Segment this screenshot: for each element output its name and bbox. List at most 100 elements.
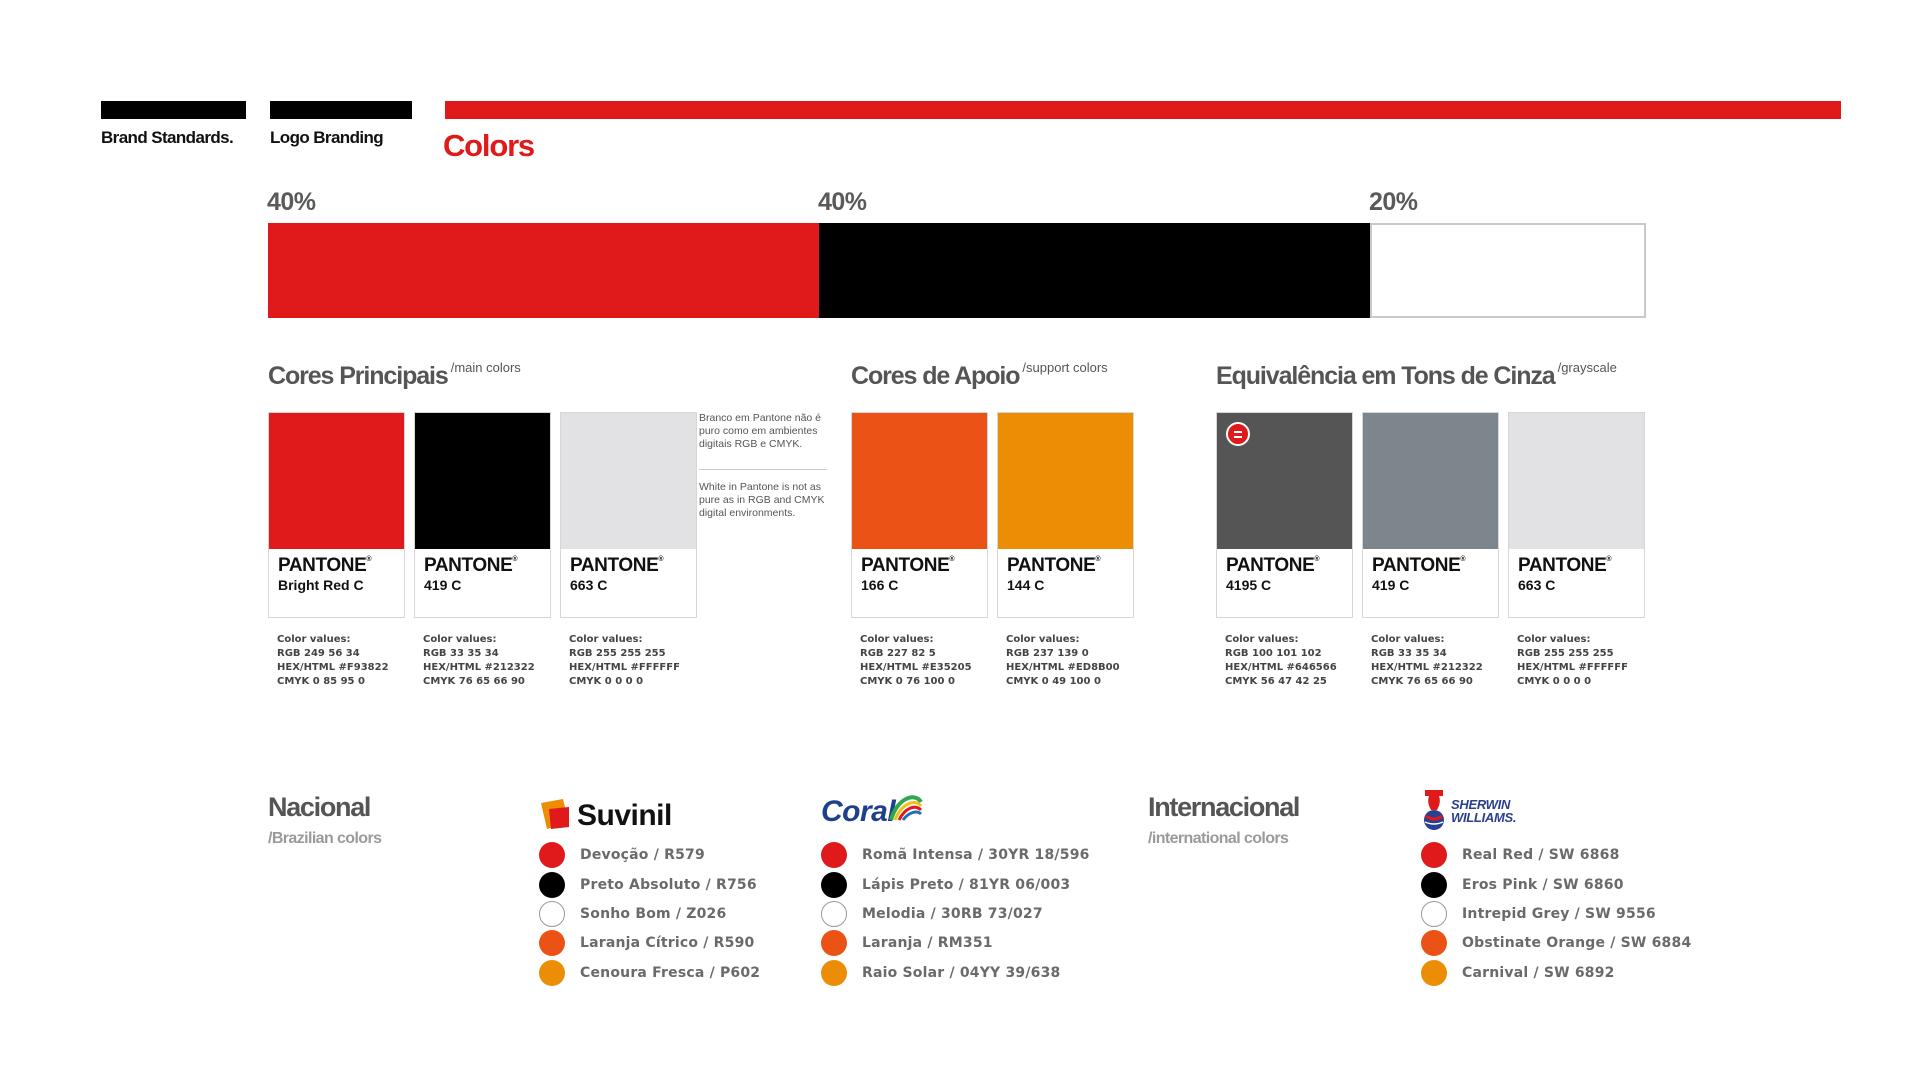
color-dot [1421, 960, 1447, 986]
list-item: Real Red / SW 6868 [1421, 842, 1620, 868]
pantone-code: 144 C [1007, 577, 1045, 593]
pantone-label: PANTONE® [1372, 555, 1466, 576]
color-values-mid-grey: Color values: RGB 33 35 34 HEX/HTML #21232… [1371, 634, 1483, 687]
list-item: Eros Pink / SW 6860 [1421, 872, 1624, 898]
color-values-black: Color values: RGB 33 35 34 HEX/HTML #21232… [423, 634, 535, 687]
region-subtitle-international: /international colors [1148, 830, 1289, 847]
pantone-label: PANTONE® [424, 555, 518, 576]
swatch-card-mid-grey: PANTONE® 419 C [1362, 412, 1499, 618]
coral-logo: Coral [821, 790, 923, 832]
section-title: Equivalência em Tons de Cinza [1216, 362, 1556, 390]
nav-bar-brand-standards [101, 101, 246, 119]
pantone-label: PANTONE® [861, 555, 955, 576]
color-values-bright-red: Color values: RGB 249 56 34 HEX/HTML #F938… [277, 634, 389, 687]
color-dot [539, 901, 565, 927]
region-heading-international: Internacional [1148, 792, 1300, 822]
color-dot [539, 842, 565, 868]
list-item: Preto Absoluto / R756 [539, 872, 757, 898]
swatch-card-bright-red: PANTONE® Bright Red C [268, 412, 405, 618]
suvinil-mark-icon [541, 799, 569, 829]
proportion-label-black: 40% [818, 188, 867, 216]
swatch-card-yellow-orange: PANTONE® 144 C [997, 412, 1134, 618]
sherwin-williams-wordmark: SHERWIN WILLIAMS. [1451, 797, 1517, 825]
color-dot [821, 930, 847, 956]
section-heading-grayscale: Equivalência em Tons de Cinza/grayscale [1216, 360, 1617, 391]
section-heading-support-colors: Cores de Apoio/support colors [851, 360, 1108, 391]
swatch-color [998, 413, 1133, 549]
swatch-color [1217, 413, 1352, 549]
pantone-label: PANTONE® [278, 555, 372, 576]
pantone-label: PANTONE® [570, 555, 664, 576]
list-item: Carnival / SW 6892 [1421, 960, 1615, 986]
color-dot [1421, 872, 1447, 898]
nav-bar-colors-active [445, 101, 1841, 119]
swatch-color [852, 413, 987, 549]
color-dot [821, 901, 847, 927]
pantone-code: 166 C [861, 577, 899, 593]
pantone-code: Bright Red C [278, 577, 364, 593]
list-item: Laranja / RM351 [821, 930, 993, 956]
sherwin-williams-logo: SHERWIN WILLIAMS. [1421, 786, 1516, 832]
color-dot [1421, 901, 1447, 927]
region-heading-national: Nacional [268, 792, 371, 822]
pantone-code: 663 C [570, 577, 608, 593]
swatch-card-light-grey: PANTONE® 663 C [1508, 412, 1645, 618]
color-values-dark-grey: Color values: RGB 100 101 102 HEX/HTML #64… [1225, 634, 1337, 687]
list-item: Lápis Preto / 81YR 06/003 [821, 872, 1070, 898]
swatch-card-orange: PANTONE® 166 C [851, 412, 988, 618]
color-values-yellow-orange: Color values: RGB 237 139 0 HEX/HTML #ED8B… [1006, 634, 1120, 687]
list-item: Cenoura Fresca / P602 [539, 960, 760, 986]
suvinil-logo: Suvinil [539, 797, 672, 831]
color-dot [1421, 930, 1447, 956]
list-item: Intrepid Grey / SW 9556 [1421, 901, 1656, 927]
color-dot [539, 960, 565, 986]
swatch-card-black: PANTONE® 419 C [414, 412, 551, 618]
section-title: Cores Principais [268, 362, 449, 390]
list-item: Raio Solar / 04YY 39/638 [821, 960, 1060, 986]
suvinil-wordmark: Suvinil [577, 799, 672, 832]
swatch-card-white: PANTONE® 663 C [560, 412, 697, 618]
pantone-code: 419 C [1372, 577, 1410, 593]
swatch-color [1509, 413, 1644, 549]
nav-bar-logo-branding [270, 101, 412, 119]
swatch-color [269, 413, 404, 549]
color-values-orange: Color values: RGB 227 82 5 HEX/HTML #E3520… [860, 634, 972, 687]
swatch-card-dark-grey: PANTONE® 4195 C [1216, 412, 1353, 618]
list-item: Devoção / R579 [539, 842, 705, 868]
equal-icon [1226, 422, 1250, 446]
list-item: Sonho Bom / Z026 [539, 901, 726, 927]
white-note-pt: Branco em Pantone não é puro como em amb… [699, 412, 822, 450]
pantone-label: PANTONE® [1226, 555, 1320, 576]
pantone-label: PANTONE® [1007, 555, 1101, 576]
pantone-code: 419 C [424, 577, 462, 593]
color-dot [821, 842, 847, 868]
swatch-color [561, 413, 696, 549]
section-title: Cores de Apoio [851, 362, 1021, 390]
note-divider [699, 469, 827, 470]
region-subtitle-national: /Brazilian colors [268, 830, 382, 847]
list-item: Laranja Cítrico / R590 [539, 930, 754, 956]
list-item: Romã Intensa / 30YR 18/596 [821, 842, 1090, 868]
proportion-label-white: 20% [1369, 188, 1418, 216]
color-dot [1421, 842, 1447, 868]
white-note-en: White in Pantone is not as pure as in RG… [699, 481, 825, 519]
pantone-code: 663 C [1518, 577, 1556, 593]
section-subtitle: /main colors [450, 360, 521, 375]
proportion-segment-white [1370, 223, 1646, 318]
color-dot [539, 930, 565, 956]
list-item: Obstinate Orange / SW 6884 [1421, 930, 1691, 956]
section-subtitle: /support colors [1022, 360, 1108, 375]
color-dot [821, 960, 847, 986]
proportion-segment-black [819, 223, 1370, 318]
swatch-color [1363, 413, 1498, 549]
page-title: Colors [443, 128, 535, 163]
proportion-label-red: 40% [267, 188, 316, 216]
pantone-code: 4195 C [1226, 577, 1272, 593]
nav-link-logo-branding[interactable]: Logo Branding [270, 128, 384, 147]
pantone-label: PANTONE® [1518, 555, 1612, 576]
nav-link-brand-standards[interactable]: Brand Standards. [101, 128, 234, 147]
coral-swirl-icon [889, 795, 923, 821]
list-item: Melodia / 30RB 73/027 [821, 901, 1043, 927]
color-values-light-grey: Color values: RGB 255 255 255 HEX/HTML #FF… [1517, 634, 1628, 687]
sherwin-williams-globe-icon [1424, 790, 1444, 830]
